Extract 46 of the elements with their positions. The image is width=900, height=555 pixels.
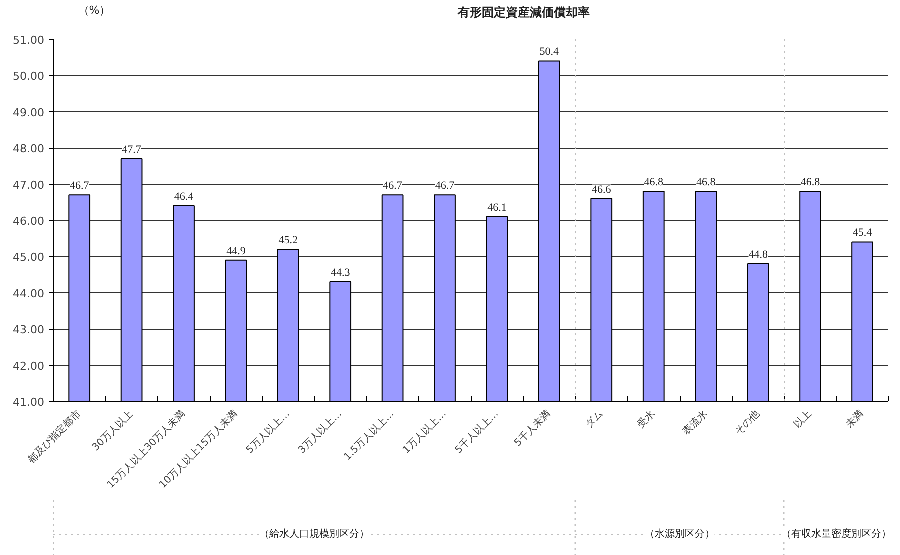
data-label: 44.8	[748, 248, 768, 261]
y-tick-label: 45.00	[13, 251, 45, 264]
data-label: 46.7	[435, 180, 456, 192]
data-label: 46.7	[70, 180, 90, 192]
x-tick-label: 1万人以上…	[400, 408, 449, 456]
x-tick-label: その他	[732, 408, 762, 438]
x-tick-label: 5万人以上…	[244, 408, 292, 456]
x-tick-label: 1.5万人以上…	[342, 408, 397, 463]
data-label: 46.1	[488, 202, 507, 214]
y-tick-label: 41.00	[13, 396, 45, 409]
y-tick-label: 46.00	[13, 215, 45, 228]
x-tick-label: 表流水	[680, 408, 710, 438]
x-tick-label: 未満	[844, 408, 866, 431]
y-tick-label: 43.00	[13, 324, 45, 337]
y-tick-label: 51.00	[13, 34, 45, 47]
data-label: 45.4	[852, 227, 873, 240]
data-label: 46.7	[383, 180, 403, 192]
data-label: 44.3	[330, 267, 351, 280]
y-tick-label: 50.00	[13, 70, 45, 84]
y-tick-label: 48.00	[13, 142, 45, 156]
data-label: 46.4	[174, 191, 194, 204]
data-label: 46.8	[644, 176, 664, 189]
x-axis-title: （水源別区分）	[644, 528, 715, 540]
x-tick-label: 以上	[792, 408, 814, 431]
x-tick-label: 5千人未満	[512, 408, 554, 450]
y-tick-label: 49.00	[13, 106, 45, 120]
y-tick-label: 42.00	[13, 360, 45, 373]
data-label: 46.6	[592, 184, 612, 196]
data-label: 50.4	[540, 46, 560, 58]
chart-title: 有形固定資産減価償却率	[457, 6, 590, 20]
data-label: 44.9	[226, 245, 246, 258]
data-label: 46.8	[696, 176, 716, 189]
data-label: 47.7	[122, 144, 142, 156]
x-tick-label: 30万人以上	[90, 408, 136, 454]
x-tick-label: 5千人以上…	[452, 408, 502, 456]
x-axis-title: （給水人口規模別区分）	[259, 528, 370, 540]
y-tick-label: 44.00	[13, 287, 45, 300]
y-tick-label: 47.00	[13, 178, 45, 192]
x-tick-label: 都及び指定都市	[26, 408, 84, 466]
x-tick-label: 受水	[635, 408, 658, 431]
x-tick-label: 3万人以上…	[296, 408, 344, 456]
x-tick-label: ダム	[582, 408, 606, 431]
data-label: 46.8	[800, 176, 821, 189]
data-label: 45.2	[278, 234, 298, 246]
y-axis-title: （%）	[78, 4, 111, 17]
x-axis-title: （有収水量密度別区分）	[781, 528, 892, 540]
